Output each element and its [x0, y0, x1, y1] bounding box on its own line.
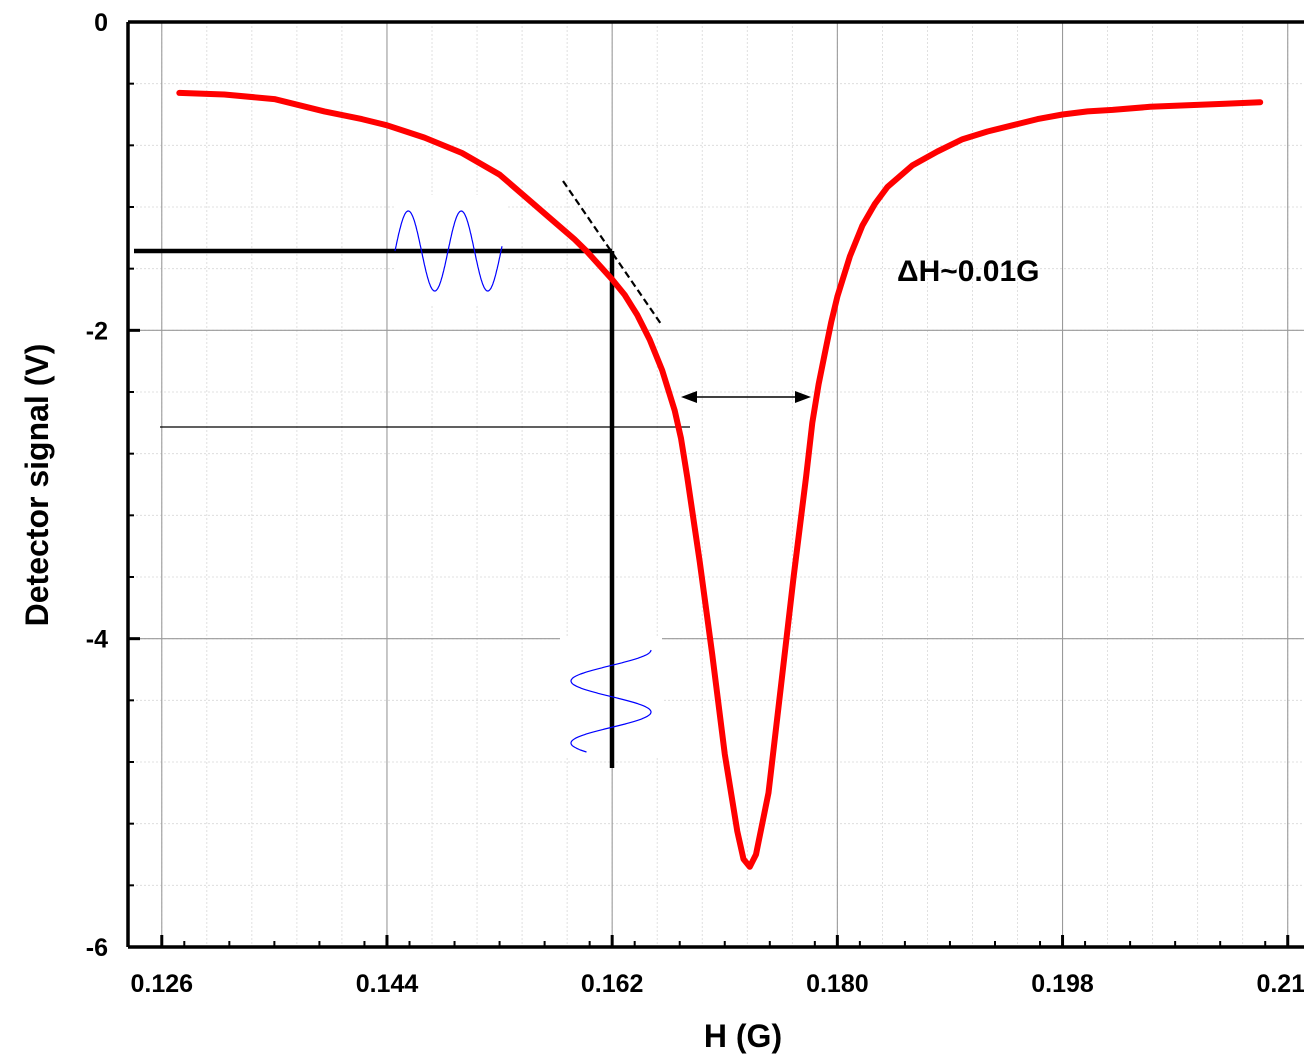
x-tick-label: 0.216	[1256, 970, 1304, 998]
x-tick-label: 0.144	[356, 970, 419, 998]
linewidth-arrow-right-head	[795, 391, 811, 403]
tangent-dashed-line	[562, 180, 662, 325]
x-tick-label: 0.198	[1031, 970, 1094, 998]
y-tick-label: 0	[94, 9, 108, 37]
detector-signal-curve	[176, 89, 1264, 870]
linewidth-arrow	[681, 391, 811, 403]
annotations	[134, 180, 690, 768]
x-tick-label: 0.126	[130, 970, 193, 998]
modulation-wave-vertical	[570, 649, 652, 753]
y-tick-label: -2	[86, 317, 108, 345]
modulation-wave-horizontal	[394, 210, 503, 292]
axes	[126, 20, 1304, 949]
minor-grid	[128, 21, 1304, 947]
y-tick-label: -6	[86, 934, 108, 962]
major-grid	[128, 22, 1304, 947]
tick-labels: 0.126 0.144 0.162 0.180 0.198 0.216 0 -2 -4 -6	[86, 9, 1304, 998]
y-axis-title: Detector signal (V)	[19, 344, 55, 627]
linewidth-arrow-left-head	[681, 391, 697, 403]
x-tick-label: 0.162	[581, 970, 644, 998]
x-tick-label: 0.180	[806, 970, 869, 998]
ticks	[128, 20, 1290, 949]
linewidth-annotation: ΔH~0.01G	[897, 255, 1039, 288]
x-axis-title: H (G)	[704, 1018, 782, 1054]
y-tick-label: -4	[86, 626, 108, 654]
